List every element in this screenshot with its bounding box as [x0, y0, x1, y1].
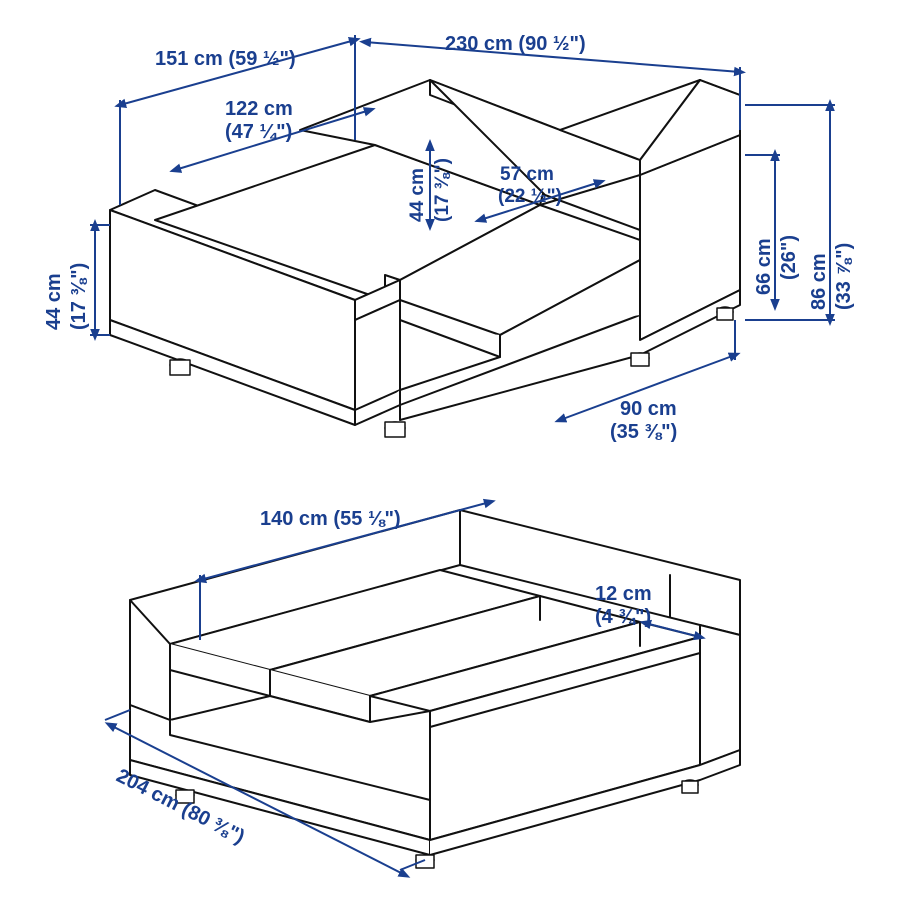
svg-text:(4 ¾"): (4 ¾") — [595, 606, 651, 628]
dim-151-cm: 151 cm — [155, 48, 223, 70]
svg-text:151 cm (59 ½"): 151 cm (59 ½") — [155, 48, 296, 70]
sofa-diagram: 151 cm (59 ½") 230 cm (90 ½") 122 cm (47… — [43, 33, 855, 443]
svg-text:122 cm: 122 cm — [225, 98, 293, 120]
svg-text:(47 ¼"): (47 ¼") — [225, 121, 292, 143]
svg-text:(35 ⅜"): (35 ⅜") — [610, 421, 677, 443]
dim-44b-in: (17 ⅜") — [432, 158, 453, 222]
svg-text:66 cm: 66 cm — [753, 238, 775, 295]
dim-230-cm: 230 cm — [445, 33, 513, 55]
dim-57-in: (22 ½") — [498, 186, 562, 207]
dim-230-in: (90 ½") — [518, 33, 585, 55]
svg-text:90 cm: 90 cm — [620, 398, 677, 420]
dim-122-cm: 122 cm — [225, 98, 293, 120]
svg-text:230 cm (90 ½"): 230 cm (90 ½") — [445, 33, 586, 55]
dim-140-cm: 140 cm — [260, 508, 328, 530]
dim-90-in: (35 ⅜") — [610, 421, 677, 443]
dim-66-in: (26") — [778, 235, 800, 280]
dim-86-in: (33 ⅞") — [833, 243, 855, 310]
svg-text:86 cm: 86 cm — [808, 253, 830, 310]
dim-44-cm: 44 cm — [43, 273, 65, 330]
dim-204-in: (80 ⅜") — [178, 798, 248, 848]
svg-text:44 cm: 44 cm — [407, 168, 428, 222]
svg-text:57 cm: 57 cm — [500, 164, 554, 185]
dim-90-cm: 90 cm — [620, 398, 677, 420]
svg-text:(22 ½"): (22 ½") — [498, 186, 562, 207]
dim-66-cm: 66 cm — [753, 238, 775, 295]
svg-text:44 cm: 44 cm — [43, 273, 65, 330]
dim-151-in: (59 ½") — [228, 48, 295, 70]
svg-text:12 cm: 12 cm — [595, 583, 652, 605]
dim-122-in: (47 ¼") — [225, 121, 292, 143]
dim-12-cm: 12 cm — [595, 583, 652, 605]
dim-86-cm: 86 cm — [808, 253, 830, 310]
svg-text:(17 ⅜"): (17 ⅜") — [68, 263, 90, 330]
dim-44b-cm: 44 cm — [407, 168, 428, 222]
dim-140-in: (55 ⅛") — [333, 508, 400, 530]
svg-text:(33 ⅞"): (33 ⅞") — [833, 243, 855, 310]
svg-text:140 cm (55 ⅛"): 140 cm (55 ⅛") — [260, 508, 401, 530]
dim-44-in: (17 ⅜") — [68, 263, 90, 330]
dim-12-in: (4 ¾") — [595, 606, 651, 628]
dim-57-cm: 57 cm — [500, 164, 554, 185]
svg-text:(26"): (26") — [778, 235, 800, 280]
svg-text:(17 ⅜"): (17 ⅜") — [432, 158, 453, 222]
bed-diagram: 140 cm (55 ⅛") 12 cm (4 ¾") 204 cm (80 ⅜… — [105, 502, 740, 875]
